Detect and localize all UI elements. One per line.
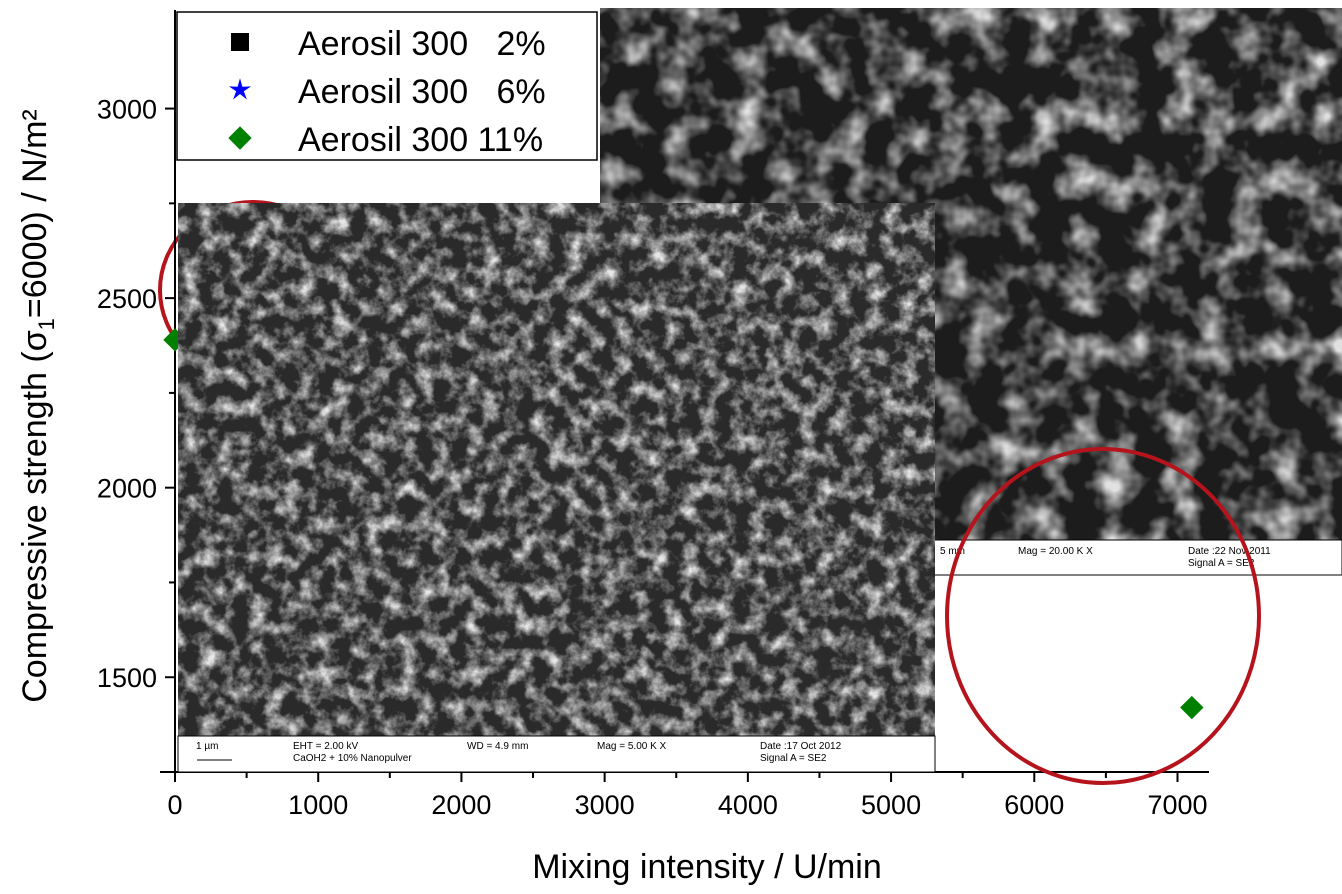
y-axis-label-part: =6000) / N/m²	[16, 109, 54, 318]
sem-texture	[178, 203, 935, 736]
x-tick-label: 2000	[431, 790, 491, 820]
sem-label: Date :17 Oct 2012	[760, 741, 842, 752]
y-tick-label: 2500	[97, 284, 157, 314]
chart: 0 1000 2000 3000 4000 5000 6000 7000 1500 2000 250…	[0, 0, 1342, 894]
x-tick-label: 4000	[718, 790, 778, 820]
sem-label: WD = 4.9 mm	[467, 741, 528, 752]
y-axis-label: Compressive strength (σ1=6000) / N/m²	[16, 109, 59, 703]
sem-label: Mag = 5.00 K X	[597, 741, 667, 752]
y-tick-label: 2000	[97, 474, 157, 504]
y-axis-label-subscript: 1	[34, 318, 59, 330]
y-tick-label: 1500	[97, 663, 157, 693]
sem-label: 1 µm	[196, 741, 218, 752]
legend-label: Aerosil 300 6%	[298, 73, 546, 111]
x-tick-label: 1000	[288, 790, 348, 820]
sem-label: Date :22 Nov 2011	[1188, 546, 1271, 557]
x-tick-label: 3000	[575, 790, 635, 820]
sem-image: 1 µm EHT = 2.00 kV CaOH2 + 10% Nanopulve…	[178, 203, 935, 772]
sem-label: CaOH2 + 10% Nanopulver	[293, 753, 412, 764]
sem-label: Signal A = SE2	[1188, 558, 1255, 569]
x-tick-label: 7000	[1147, 790, 1207, 820]
x-axis-label: Mixing intensity / U/min	[532, 848, 882, 886]
y-tick-label: 3000	[97, 95, 157, 125]
legend-label: Aerosil 300 11%	[298, 121, 543, 159]
y-axis-label-part: Compressive strength (σ	[16, 330, 54, 702]
sem-label: Mag = 20.00 K X	[1018, 546, 1093, 557]
marker	[1180, 696, 1203, 719]
x-tick-label: 0	[167, 790, 182, 820]
legend-label: Aerosil 300 2%	[298, 25, 546, 63]
sem-label: Signal A = SE2	[760, 753, 827, 764]
x-tick-label: 6000	[1004, 790, 1064, 820]
sem-label: EHT = 2.00 kV	[293, 741, 358, 752]
x-tick-label: 5000	[861, 790, 921, 820]
legend: Aerosil 300 2% Aerosil 300 6% Aerosil 300 …	[177, 12, 597, 160]
marker	[231, 33, 249, 51]
